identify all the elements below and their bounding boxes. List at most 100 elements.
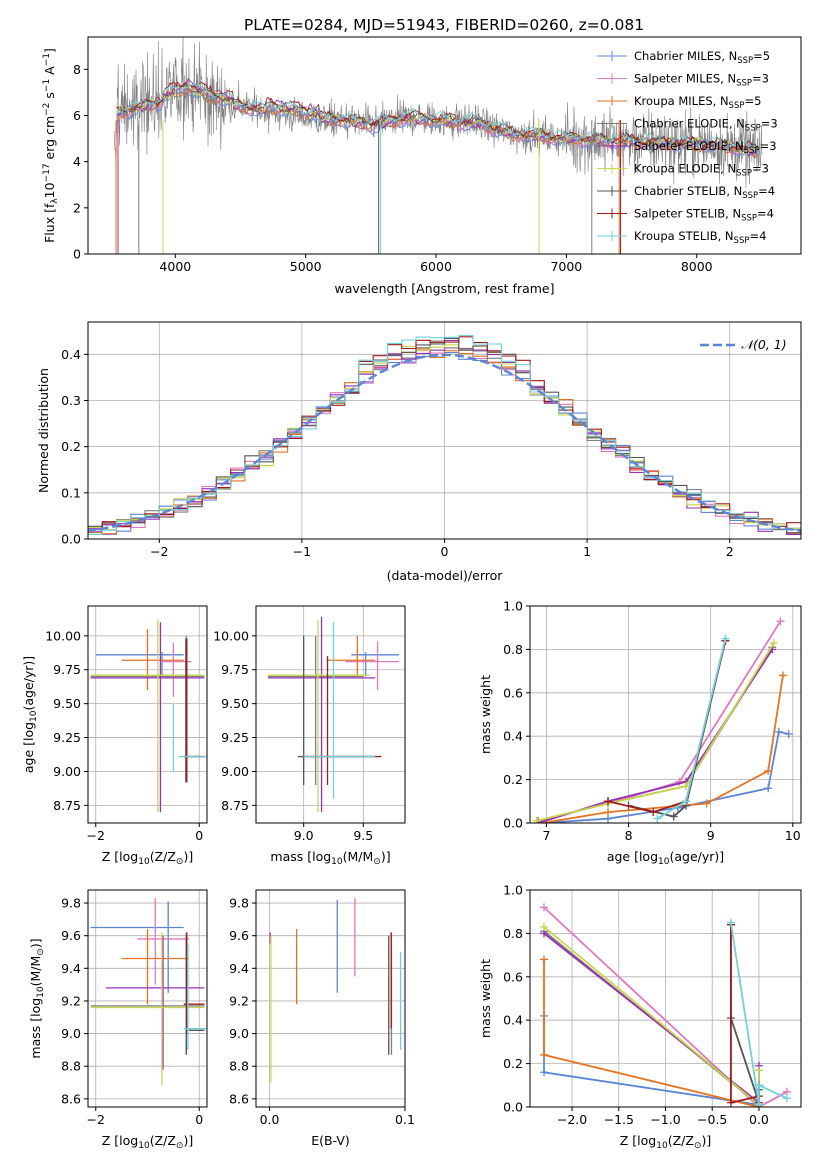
x-tick-label: −1 bbox=[293, 544, 311, 559]
axes-frame bbox=[255, 605, 406, 824]
x-tick-label: 7000 bbox=[550, 259, 582, 274]
y-tick-label: 0.2 bbox=[61, 439, 81, 454]
y-tick-label: 9.6 bbox=[229, 928, 249, 943]
y-tick-label: 9.50 bbox=[221, 696, 249, 711]
x-axis-label: wavelength [Angstrom, rest frame] bbox=[334, 281, 554, 296]
legend-text: Kroupa STELIB, N bbox=[634, 229, 734, 243]
y-tick-label: 9.8 bbox=[61, 896, 81, 911]
y-tick-label: 0.8 bbox=[503, 926, 523, 941]
legend-entry: Kroupa ELODIE, NSSP=3 bbox=[634, 162, 769, 179]
weight-point-marker bbox=[774, 727, 783, 736]
legend-sub: SSP bbox=[734, 236, 750, 246]
x-axis-label: (data-model)/error bbox=[387, 568, 504, 583]
x-axis-label-part: (age/yr)] bbox=[669, 849, 724, 864]
x-tick-label: −2 bbox=[87, 1112, 105, 1127]
y-tick-label: 9.0 bbox=[61, 1026, 81, 1041]
x-tick-label: 9.0 bbox=[294, 828, 314, 843]
legend-entry: Salpeter STELIB, NSSP=4 bbox=[634, 207, 774, 224]
plot-area bbox=[269, 898, 402, 1083]
x-axis-label-part: 10 bbox=[138, 857, 150, 867]
plot-area bbox=[113, 37, 763, 254]
plot-area bbox=[540, 903, 791, 1107]
weight-point-marker bbox=[540, 903, 549, 912]
x-axis-label-part: wavelength [Angstrom, rest frame] bbox=[334, 281, 554, 296]
axes-frame bbox=[87, 36, 802, 255]
legend-suffix: =4 bbox=[757, 207, 774, 221]
weight-point-marker bbox=[754, 1100, 763, 1107]
y-tick-label: 0.2 bbox=[503, 772, 523, 787]
weight-point-marker bbox=[604, 808, 613, 817]
weight-point-marker bbox=[682, 797, 691, 806]
y-tick-label: 1.0 bbox=[503, 599, 523, 614]
plot-area bbox=[532, 617, 793, 823]
chart-age_vs_mass: 9.0 9.5 8.75 9.00 9.25 9.50 9.75 10.00 mass [log… bbox=[213, 605, 406, 867]
y-axis-label-part: )] bbox=[28, 938, 43, 948]
legend-sub: SSP bbox=[745, 124, 761, 134]
spectrum-model-line bbox=[116, 83, 759, 153]
legend-suffix: =3 bbox=[752, 72, 769, 86]
y-tick-label: 0.6 bbox=[503, 685, 523, 700]
y-axis-label: mass weight bbox=[478, 675, 493, 754]
y-axis-label-part: (M/M bbox=[28, 956, 43, 987]
y-tick-label: 1.0 bbox=[503, 883, 523, 898]
weight-series-line bbox=[543, 926, 760, 1107]
weight-point-marker bbox=[726, 918, 735, 927]
histogram-step-line bbox=[88, 337, 801, 534]
y-tick-label: 9.2 bbox=[61, 993, 81, 1008]
x-axis-label-part: )] bbox=[183, 1133, 193, 1148]
spectrum-model-line bbox=[116, 84, 759, 156]
legend-text: Kroupa MILES, N bbox=[634, 94, 729, 108]
x-tick-label: 7 bbox=[542, 828, 550, 843]
y-axis-label-part: mass weight bbox=[478, 675, 493, 754]
y-tick-label: 0.3 bbox=[61, 393, 81, 408]
x-axis-label: Z [log10(Z/Z⊙)] bbox=[102, 849, 193, 867]
y-axis-label-part: −1 bbox=[42, 53, 52, 66]
axes-frame bbox=[529, 605, 802, 824]
x-tick-label: 0 bbox=[195, 1112, 203, 1127]
legend-text: Salpeter MILES, N bbox=[634, 72, 736, 86]
y-axis-label-part: 10 bbox=[29, 710, 39, 722]
y-axis-label: Normed distribution bbox=[36, 368, 51, 493]
x-axis-label-part: Z [log bbox=[102, 1133, 138, 1148]
weight-point-marker bbox=[784, 730, 793, 739]
y-axis-label-part: −1 bbox=[42, 79, 52, 92]
y-tick-label: 9.0 bbox=[229, 1026, 249, 1041]
x-tick-label: 0 bbox=[195, 828, 203, 843]
axes-frame bbox=[87, 605, 208, 824]
x-axis-label-part: Z [log bbox=[620, 1133, 656, 1148]
y-tick-label: 8.8 bbox=[229, 1059, 249, 1074]
x-axis-label-part: 10 bbox=[658, 857, 670, 867]
y-tick-label: 0 bbox=[73, 247, 81, 262]
legend-suffix: =3 bbox=[760, 139, 777, 153]
legend-suffix: =3 bbox=[752, 162, 769, 176]
weight-point-marker bbox=[540, 922, 549, 931]
legend-entry: Salpeter ELODIE, NSSP=3 bbox=[634, 139, 777, 156]
legend-text: Chabrier ELODIE, N bbox=[634, 117, 745, 131]
x-tick-label: 8 bbox=[625, 828, 633, 843]
y-tick-label: 9.2 bbox=[229, 993, 249, 1008]
x-axis-label-part: (Z/Z bbox=[668, 1133, 694, 1148]
x-tick-label: 4000 bbox=[159, 259, 191, 274]
y-tick-label: 0.4 bbox=[61, 347, 81, 362]
legend-entry: Chabrier ELODIE, NSSP=3 bbox=[634, 117, 778, 134]
legend-suffix: =4 bbox=[749, 229, 766, 243]
y-tick-label: 9.75 bbox=[53, 662, 81, 677]
y-axis-label-part: (age/yr)] bbox=[21, 656, 36, 711]
weight-point-marker bbox=[764, 766, 773, 775]
weight-point-marker bbox=[754, 1081, 763, 1090]
weight-series-line bbox=[542, 675, 784, 823]
plot-area bbox=[90, 619, 207, 813]
y-tick-label: 9.75 bbox=[221, 662, 249, 677]
y-axis-label-part: s bbox=[42, 92, 57, 103]
chart-mass_weight_vs_Z: −2.0 −1.5 −1.0 −0.5 0.0 0.0 0.2 0.4 0.6 0.8 1.0 mas… bbox=[478, 883, 802, 1151]
weight-point-marker bbox=[653, 814, 662, 823]
axes-frame bbox=[87, 889, 208, 1108]
y-tick-label: 8.75 bbox=[221, 798, 249, 813]
legend-entry: Kroupa STELIB, NSSP=4 bbox=[634, 229, 766, 246]
x-tick-label: −1.0 bbox=[650, 1112, 680, 1127]
y-axis-label-part: Normed distribution bbox=[36, 368, 51, 493]
y-tick-label: 0.1 bbox=[61, 485, 81, 500]
y-tick-label: 8.75 bbox=[53, 798, 81, 813]
y-axis-label: mass [log10(M/M⊙)] bbox=[28, 938, 46, 1058]
